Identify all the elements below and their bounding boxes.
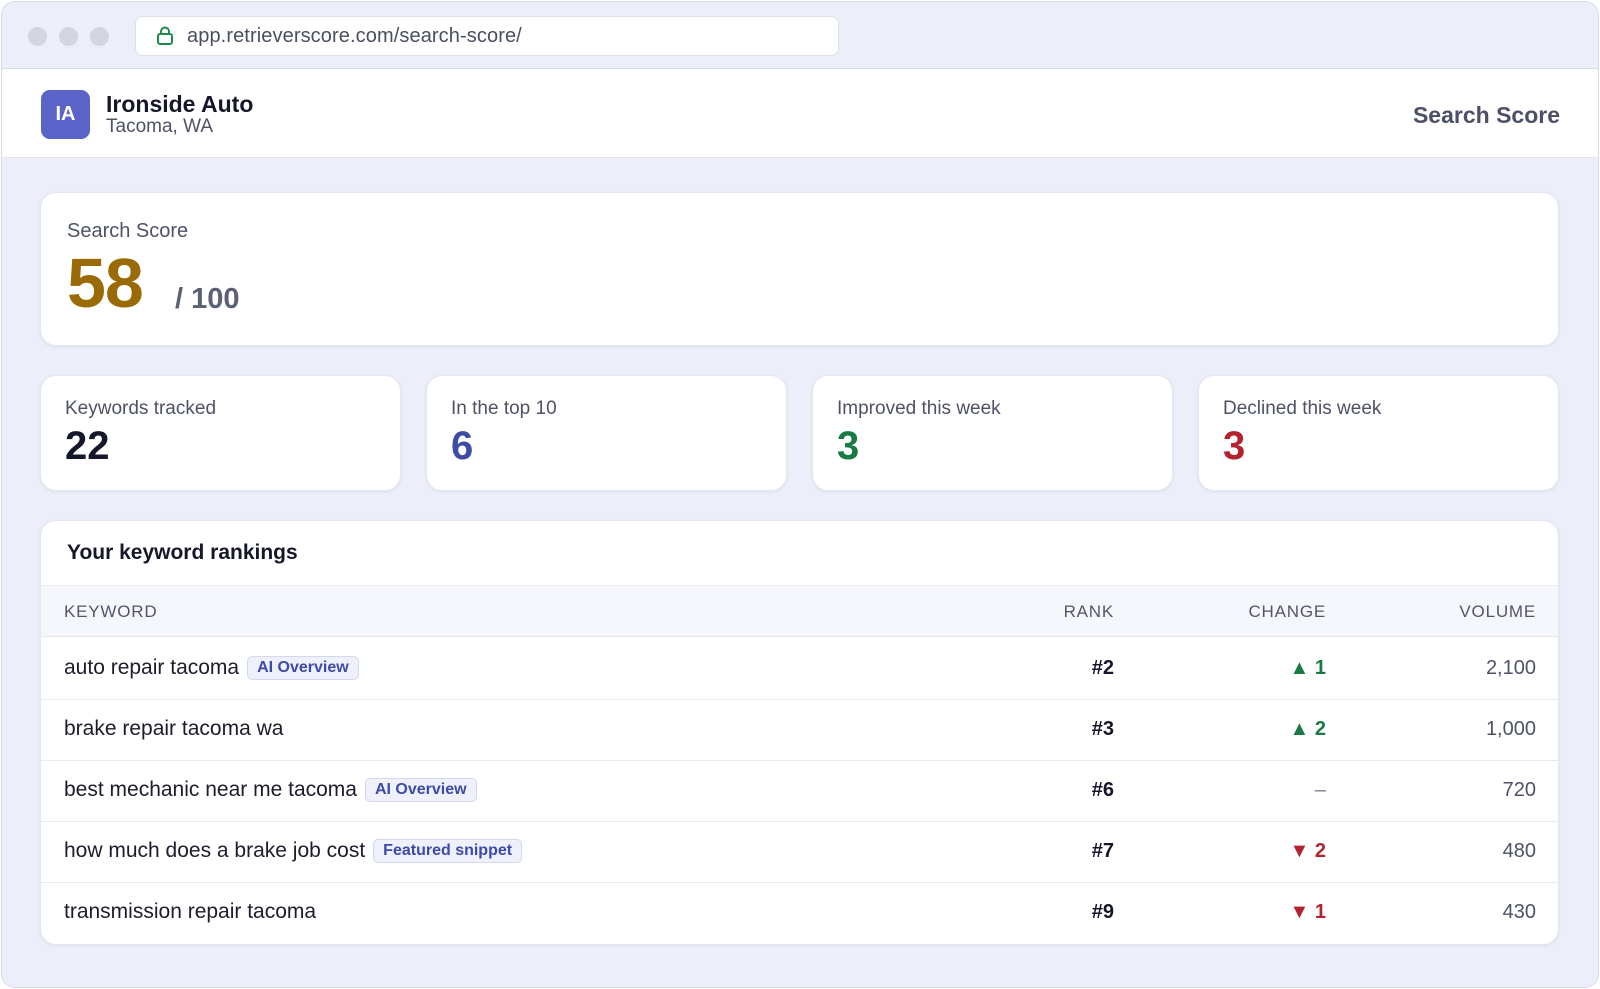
- window-zoom-button[interactable]: [90, 27, 109, 46]
- change-cell: ▲ 2: [1289, 718, 1326, 740]
- app-header: IA Ironside Auto Tacoma, WA Search Score: [2, 69, 1598, 158]
- table-row[interactable]: best mechanic near me tacoma AI Overview #…: [41, 760, 1558, 822]
- serp-feature-badge: Featured snippet: [373, 839, 523, 863]
- table-row[interactable]: transmission repair tacoma #9 ▼ 1 430: [41, 882, 1558, 944]
- stat-label: In the top 10: [451, 398, 557, 419]
- column-header-change[interactable]: CHANGE: [1248, 602, 1326, 621]
- column-header-keyword[interactable]: KEYWORD: [64, 602, 158, 621]
- search-score-max: / 100: [175, 283, 240, 315]
- rank-cell: #3: [1091, 718, 1114, 740]
- volume-cell: 720: [1502, 779, 1536, 801]
- rank-cell: #2: [1091, 657, 1114, 679]
- window-minimize-button[interactable]: [59, 27, 78, 46]
- column-header-rank[interactable]: RANK: [1063, 602, 1114, 621]
- business-avatar: IA: [41, 90, 90, 139]
- table-title: Your keyword rankings: [67, 541, 298, 564]
- stat-card-top-10: In the top 10 6: [426, 375, 787, 491]
- browser-chrome: app.retrieverscore.com/search-score/: [2, 2, 1598, 69]
- table-row[interactable]: auto repair tacoma AI Overview #2 ▲ 1 2,100: [41, 638, 1558, 700]
- stat-label: Improved this week: [837, 398, 1001, 419]
- search-score-label: Search Score: [67, 220, 189, 242]
- keyword-cell: how much does a brake job cost Featured s…: [64, 839, 523, 863]
- business-location: Tacoma, WA: [106, 116, 213, 137]
- business-name: Ironside Auto: [106, 91, 254, 117]
- stat-value: 3: [837, 424, 860, 468]
- window-close-button[interactable]: [28, 27, 47, 46]
- address-bar[interactable]: app.retrieverscore.com/search-score/: [135, 16, 839, 56]
- search-score-value: 58: [67, 244, 144, 322]
- keyword-text: how much does a brake job cost: [64, 839, 366, 862]
- table-row[interactable]: brake repair tacoma wa #3 ▲ 2 1,000: [41, 699, 1558, 761]
- serp-feature-badge: AI Overview: [247, 656, 359, 680]
- column-header-volume[interactable]: VOLUME: [1459, 602, 1536, 621]
- rank-cell: #7: [1091, 840, 1114, 862]
- change-cell: ▼ 2: [1289, 840, 1326, 862]
- rank-cell: #9: [1091, 901, 1114, 923]
- url-text: app.retrieverscore.com/search-score/: [187, 24, 522, 47]
- keyword-text: best mechanic near me tacoma: [64, 778, 357, 801]
- volume-cell: 480: [1502, 840, 1536, 862]
- keyword-text: auto repair tacoma: [64, 656, 240, 679]
- table-row[interactable]: how much does a brake job cost Featured s…: [41, 821, 1558, 883]
- volume-cell: 2,100: [1485, 657, 1536, 679]
- volume-cell: 1,000: [1485, 718, 1536, 740]
- stat-value: 3: [1223, 424, 1246, 468]
- change-cell: –: [1314, 779, 1326, 801]
- keyword-text: brake repair tacoma wa: [64, 717, 284, 740]
- keyword-text: transmission repair tacoma: [64, 900, 317, 923]
- keyword-cell: auto repair tacoma AI Overview: [64, 656, 359, 680]
- search-score-card: Search Score 58 / 100: [40, 192, 1559, 346]
- lock-icon: [157, 26, 173, 45]
- stat-value: 6: [451, 424, 474, 468]
- stat-card-keywords-tracked: Keywords tracked 22: [40, 375, 401, 491]
- rank-cell: #6: [1091, 779, 1114, 801]
- change-cell: ▲ 1: [1289, 657, 1326, 679]
- keyword-cell: best mechanic near me tacoma AI Overview: [64, 778, 477, 802]
- page-title: Search Score: [1412, 102, 1560, 128]
- table-header: KEYWORD RANK CHANGE VOLUME: [41, 585, 1558, 637]
- stat-card-improved: Improved this week 3: [812, 375, 1173, 491]
- serp-feature-badge: AI Overview: [364, 778, 477, 802]
- stat-card-declined: Declined this week 3: [1198, 375, 1559, 491]
- stat-label: Keywords tracked: [65, 398, 217, 419]
- volume-cell: 430: [1502, 901, 1536, 923]
- keyword-rankings-table: Your keyword rankings KEYWORD RANK CHANG…: [40, 520, 1559, 945]
- keyword-cell: brake repair tacoma wa: [64, 717, 283, 741]
- stat-label: Declined this week: [1223, 398, 1382, 419]
- keyword-cell: transmission repair tacoma: [64, 900, 316, 924]
- stat-value: 22: [65, 424, 110, 468]
- change-cell: ▼ 1: [1289, 901, 1326, 923]
